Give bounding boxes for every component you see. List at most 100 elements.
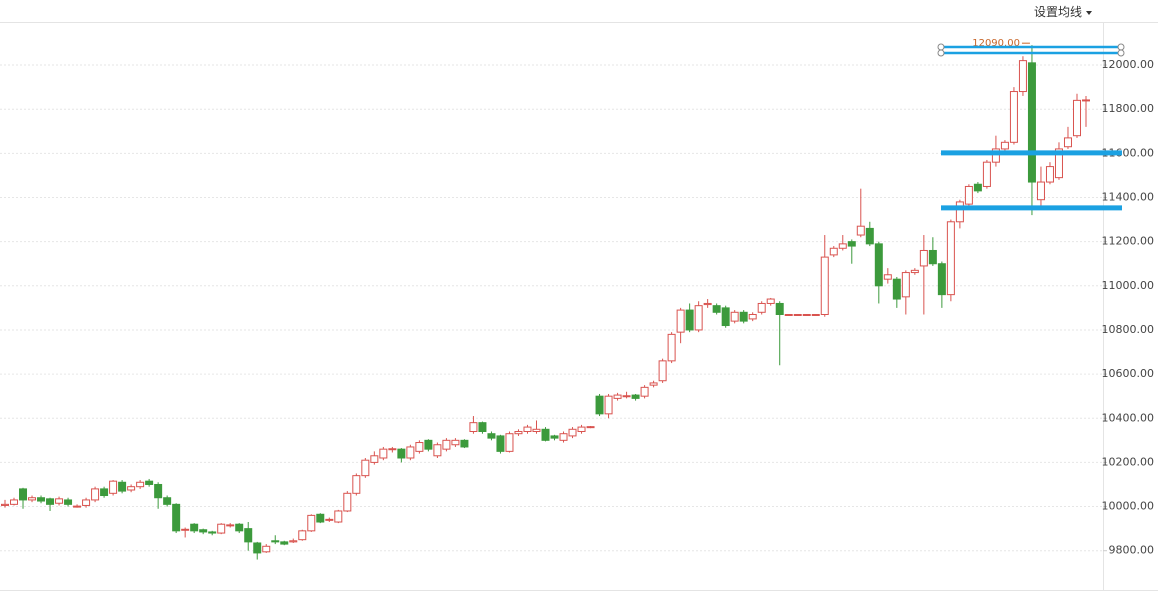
candle-body bbox=[199, 529, 208, 533]
candle-body bbox=[370, 455, 379, 463]
candle-body bbox=[451, 439, 460, 446]
candle-body bbox=[1054, 148, 1063, 179]
candle-body bbox=[514, 430, 523, 435]
candle-body bbox=[640, 386, 649, 397]
candle-body bbox=[478, 422, 487, 432]
candle-body bbox=[523, 426, 532, 432]
candle-body bbox=[892, 278, 901, 300]
y-tick-label: 11400.00 bbox=[1102, 190, 1155, 203]
max-annotation: 12090.00 bbox=[972, 38, 1020, 49]
y-tick-label: 11200.00 bbox=[1102, 235, 1155, 248]
candle-body bbox=[703, 302, 712, 306]
candle-body bbox=[1009, 91, 1018, 143]
candle-body bbox=[721, 307, 730, 327]
candle-body bbox=[145, 480, 154, 485]
candle-body bbox=[667, 333, 676, 362]
y-tick-label: 11800.00 bbox=[1102, 102, 1155, 115]
candle-body bbox=[748, 313, 757, 320]
candle-body bbox=[613, 394, 622, 399]
candle-body bbox=[271, 540, 280, 543]
candle-body bbox=[838, 243, 847, 249]
candle-body bbox=[469, 422, 478, 432]
candle-body bbox=[226, 524, 235, 527]
candle-body bbox=[784, 313, 793, 316]
candle-body bbox=[208, 531, 217, 534]
candle-body bbox=[1, 503, 9, 506]
candle-body bbox=[865, 227, 874, 245]
candle-body bbox=[793, 313, 802, 316]
candle-body bbox=[946, 221, 955, 296]
y-tick-label: 10400.00 bbox=[1102, 411, 1155, 424]
candle-body bbox=[568, 428, 577, 437]
candle-body bbox=[28, 497, 37, 501]
candle-body bbox=[91, 488, 100, 501]
candle-body bbox=[577, 426, 586, 432]
candle-body bbox=[181, 528, 190, 531]
line-handle bbox=[1117, 49, 1125, 57]
candle-body bbox=[109, 480, 118, 494]
y-tick-label: 10000.00 bbox=[1102, 500, 1155, 513]
candle-body bbox=[910, 269, 919, 274]
candle-body bbox=[712, 305, 721, 313]
candle-body bbox=[289, 540, 298, 543]
candle-body bbox=[1018, 60, 1027, 93]
y-tick-label: 10600.00 bbox=[1102, 367, 1155, 380]
candle-body bbox=[154, 483, 163, 499]
candle-body bbox=[811, 313, 820, 316]
line-handle bbox=[937, 49, 945, 57]
candle-body bbox=[46, 498, 55, 505]
candle-body bbox=[856, 225, 865, 236]
candle-body bbox=[901, 272, 910, 298]
candle-body bbox=[163, 497, 172, 505]
candle-body bbox=[316, 513, 325, 523]
candle-body bbox=[127, 486, 136, 491]
candle-body bbox=[118, 481, 127, 492]
candle-body bbox=[73, 505, 82, 508]
candle-body bbox=[928, 249, 937, 265]
candle-body bbox=[487, 433, 496, 439]
candle-body bbox=[991, 148, 1000, 163]
y-tick-label: 11600.00 bbox=[1102, 146, 1155, 159]
candle-body bbox=[406, 446, 415, 459]
candle-body bbox=[280, 541, 289, 545]
candle-body bbox=[1082, 99, 1090, 102]
candle-body bbox=[730, 311, 739, 322]
candle-body bbox=[955, 201, 964, 223]
candle-body bbox=[937, 263, 946, 296]
candle-body bbox=[361, 459, 370, 477]
candle-body bbox=[829, 247, 838, 256]
candle-body bbox=[100, 488, 109, 497]
candle-body bbox=[532, 428, 541, 432]
candle-body bbox=[847, 241, 856, 247]
y-tick-label: 11000.00 bbox=[1102, 279, 1155, 292]
candle-body bbox=[919, 249, 928, 267]
line-handle bbox=[1117, 43, 1125, 51]
candle-body bbox=[334, 510, 343, 523]
candle-body bbox=[739, 311, 748, 322]
candle-body bbox=[685, 309, 694, 331]
candle-body bbox=[262, 545, 271, 553]
y-tick-label: 10200.00 bbox=[1102, 455, 1155, 468]
candle-body bbox=[757, 302, 766, 313]
candle-body bbox=[964, 185, 973, 205]
candle-body bbox=[676, 309, 685, 333]
candle-body bbox=[397, 448, 406, 459]
candle-body bbox=[64, 499, 73, 505]
candle-body bbox=[559, 433, 568, 441]
candle-body bbox=[343, 492, 352, 512]
candle-body bbox=[82, 499, 91, 506]
candle-body bbox=[424, 439, 433, 450]
candle-body bbox=[973, 183, 982, 192]
candle-body bbox=[1027, 62, 1036, 183]
ma-settings-button[interactable]: 设置均线 bbox=[1028, 2, 1098, 22]
candle-body bbox=[1063, 137, 1072, 148]
candle-body bbox=[550, 435, 559, 439]
candle-body bbox=[235, 523, 244, 532]
candle-body bbox=[631, 394, 640, 399]
candle-body bbox=[442, 439, 451, 450]
candle-body bbox=[595, 395, 604, 415]
candle-body bbox=[541, 428, 550, 441]
candle-body bbox=[1072, 99, 1081, 137]
